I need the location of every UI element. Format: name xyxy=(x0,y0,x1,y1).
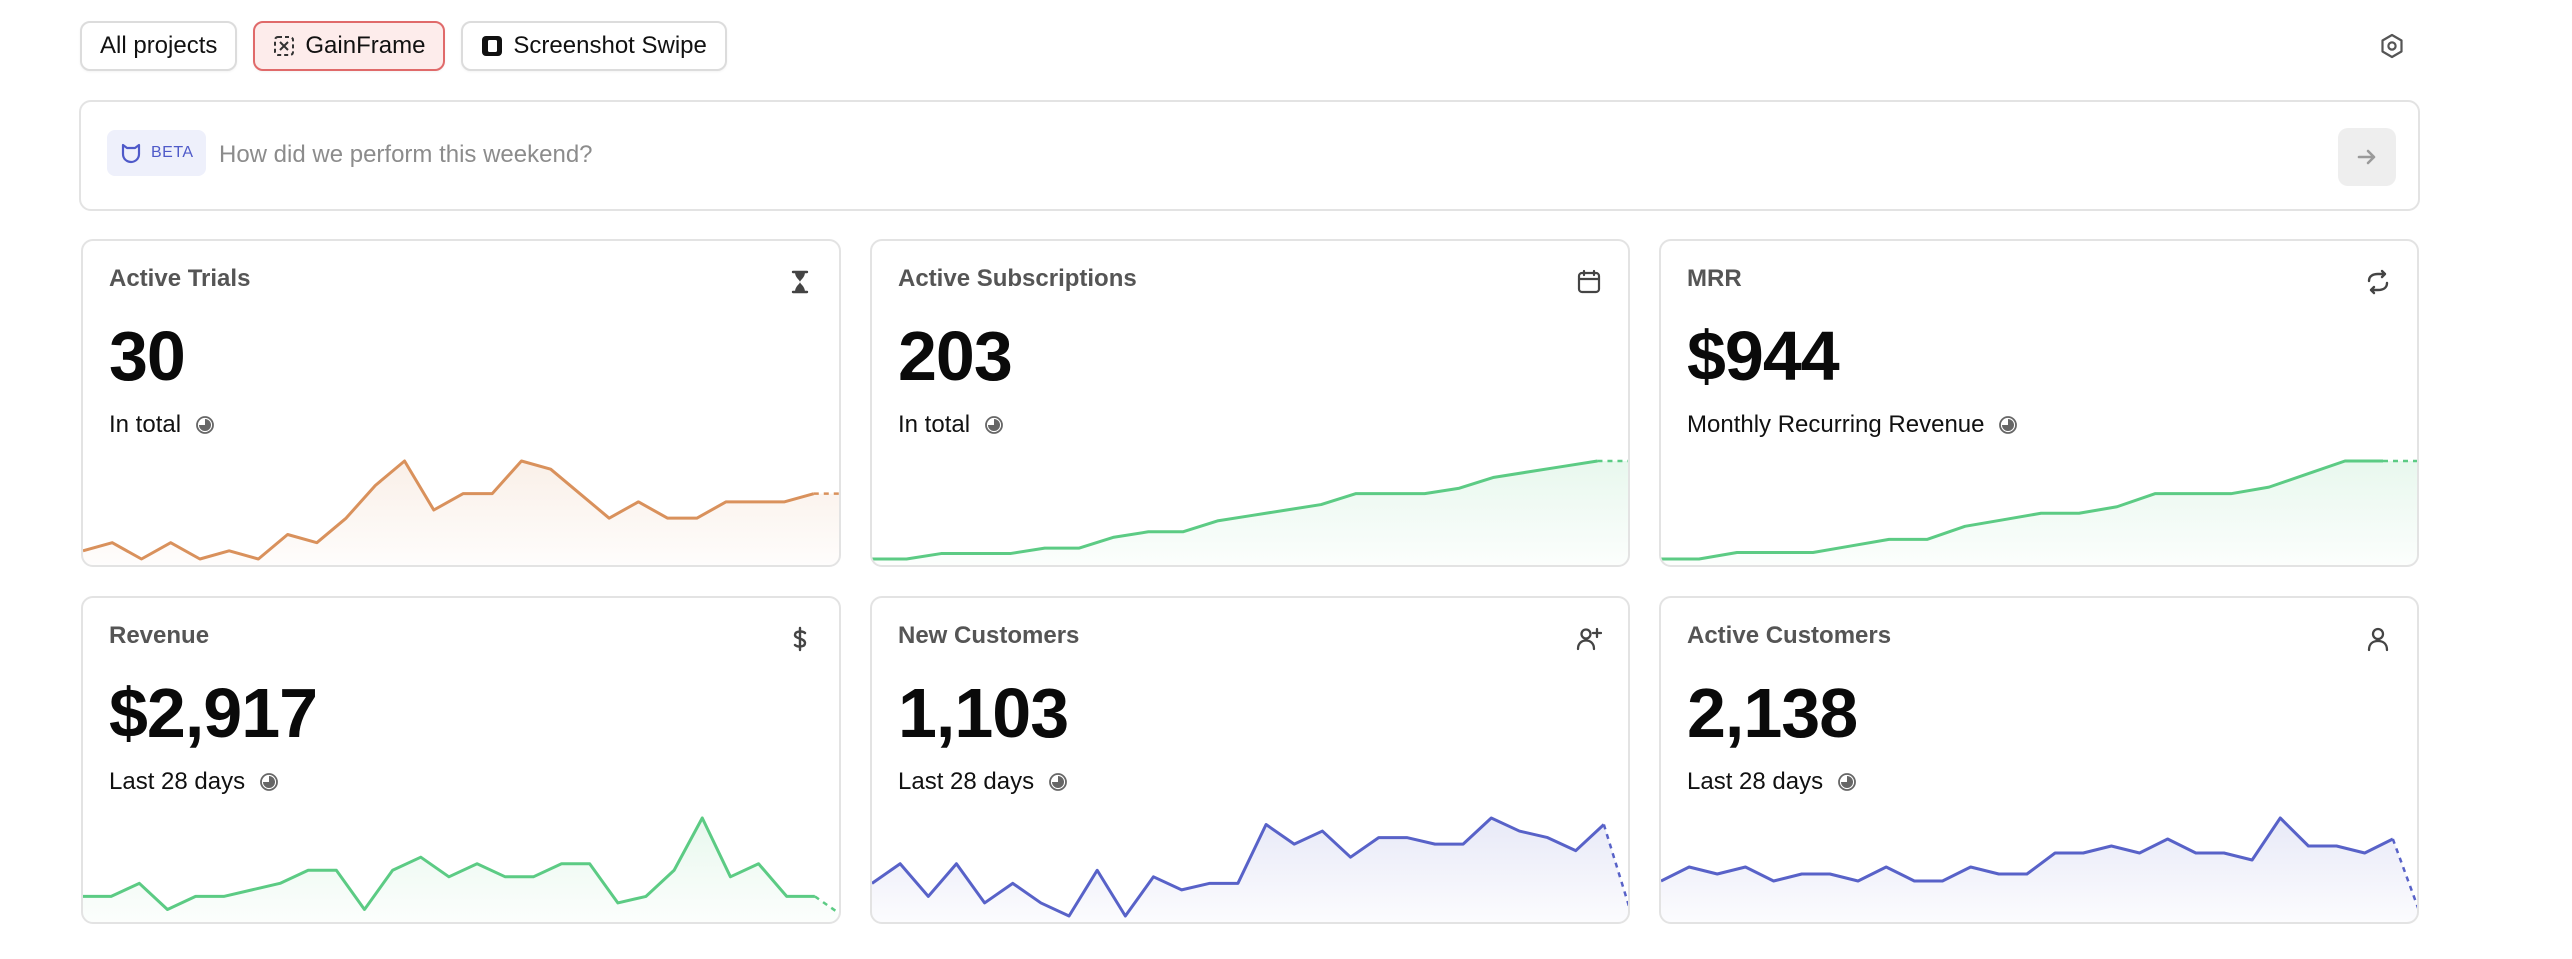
card-title: Active Trials xyxy=(109,265,251,292)
sparkline-line xyxy=(1661,459,2383,561)
card-subtitle-text: In total xyxy=(898,411,971,438)
tab-all-projects[interactable]: All projects xyxy=(80,21,238,71)
sparkline-area xyxy=(83,818,839,922)
info-pie-icon[interactable] xyxy=(1837,772,1857,792)
card-revenue[interactable]: Revenue $2,917 Last 28 days xyxy=(81,596,841,924)
tab-label: All projects xyxy=(100,32,218,59)
sparkline-chart xyxy=(1661,459,2417,565)
sparkline-area xyxy=(83,461,839,565)
sparkline-line xyxy=(83,816,815,911)
arrow-right-icon xyxy=(2357,149,2376,165)
card-subtitle-text: Last 28 days xyxy=(109,768,246,795)
card-value: $2,917 xyxy=(109,674,318,752)
hourglass-icon xyxy=(791,270,809,294)
sparkline-chart xyxy=(83,459,839,565)
card-value: 1,103 xyxy=(898,674,1069,752)
sparkline-chart xyxy=(83,816,839,922)
card-title: Active Subscriptions xyxy=(898,265,1137,292)
sparkline-area xyxy=(872,818,1628,922)
info-pie-icon[interactable] xyxy=(259,772,279,792)
card-mrr[interactable]: MRR $944 Monthly Recurring Revenue xyxy=(1659,239,2419,567)
sparkline-line xyxy=(83,459,815,561)
card-title: New Customers xyxy=(898,622,1080,649)
tab-gainframe[interactable]: GainFrame xyxy=(253,21,446,71)
tab-label: Screenshot Swipe xyxy=(513,32,707,59)
user-icon xyxy=(2367,627,2389,652)
sparkline-area xyxy=(872,461,1628,565)
card-active-customers[interactable]: Active Customers 2,138 Last 28 days xyxy=(1659,596,2419,924)
card-value: 203 xyxy=(898,317,1013,395)
info-pie-icon[interactable] xyxy=(195,415,215,435)
card-title: Active Customers xyxy=(1687,622,1892,649)
card-subtitle: Last 28 days xyxy=(109,768,279,796)
sparkline-area xyxy=(1661,818,2417,922)
tab-screenshot-swipe[interactable]: Screenshot Swipe xyxy=(461,21,727,71)
settings-gear-icon[interactable] xyxy=(2379,33,2405,59)
refresh-icon xyxy=(2367,269,2389,295)
dollar-icon xyxy=(793,626,807,652)
card-subtitle-text: Last 28 days xyxy=(898,768,1035,795)
card-subtitle-text: In total xyxy=(109,411,182,438)
card-title: MRR xyxy=(1687,265,1742,292)
screenshot-swipe-logo-icon xyxy=(481,35,503,57)
card-title: Revenue xyxy=(109,622,210,649)
card-subtitle: Last 28 days xyxy=(1687,768,1857,796)
info-pie-icon[interactable] xyxy=(1048,772,1068,792)
info-pie-icon[interactable] xyxy=(1998,415,2018,435)
calendar-icon xyxy=(1577,269,1601,294)
sparkline-line xyxy=(872,816,1605,918)
sparkline-line xyxy=(1661,816,2394,883)
sparkline-projection xyxy=(2391,838,2417,909)
assistant-logo-icon xyxy=(121,143,141,164)
card-subtitle: In total xyxy=(109,411,215,439)
sparkline-line xyxy=(872,459,1598,561)
sparkline-chart xyxy=(872,459,1628,565)
card-subtitle: In total xyxy=(898,411,1004,439)
card-new-customers[interactable]: New Customers 1,103 Last 28 days xyxy=(870,596,1630,924)
card-subtitle-text: Last 28 days xyxy=(1687,768,1824,795)
card-value: 2,138 xyxy=(1687,674,1858,752)
card-subtitle: Last 28 days xyxy=(898,768,1068,796)
card-value: $944 xyxy=(1687,317,1840,395)
user-plus-icon xyxy=(1576,627,1602,651)
ask-bar: BETA xyxy=(79,100,2420,211)
send-button[interactable] xyxy=(2338,128,2396,186)
beta-label: BETA xyxy=(151,144,194,161)
sparkline-area xyxy=(1661,461,2417,565)
tab-label: GainFrame xyxy=(305,32,426,59)
card-subtitle: Monthly Recurring Revenue xyxy=(1687,411,2018,439)
card-active-subscriptions[interactable]: Active Subscriptions 203 In total xyxy=(870,239,1630,567)
info-pie-icon[interactable] xyxy=(984,415,1004,435)
card-subtitle-text: Monthly Recurring Revenue xyxy=(1687,411,1985,438)
beta-badge: BETA xyxy=(107,130,206,176)
ask-input[interactable] xyxy=(217,134,2221,176)
project-tabs: All projects GainFrame Screenshot Swipe xyxy=(80,21,727,71)
card-value: 30 xyxy=(109,317,186,395)
gainframe-logo-icon xyxy=(273,35,295,57)
sparkline-chart xyxy=(1661,816,2417,922)
sparkline-chart xyxy=(872,816,1628,922)
card-active-trials[interactable]: Active Trials 30 In total xyxy=(81,239,841,567)
